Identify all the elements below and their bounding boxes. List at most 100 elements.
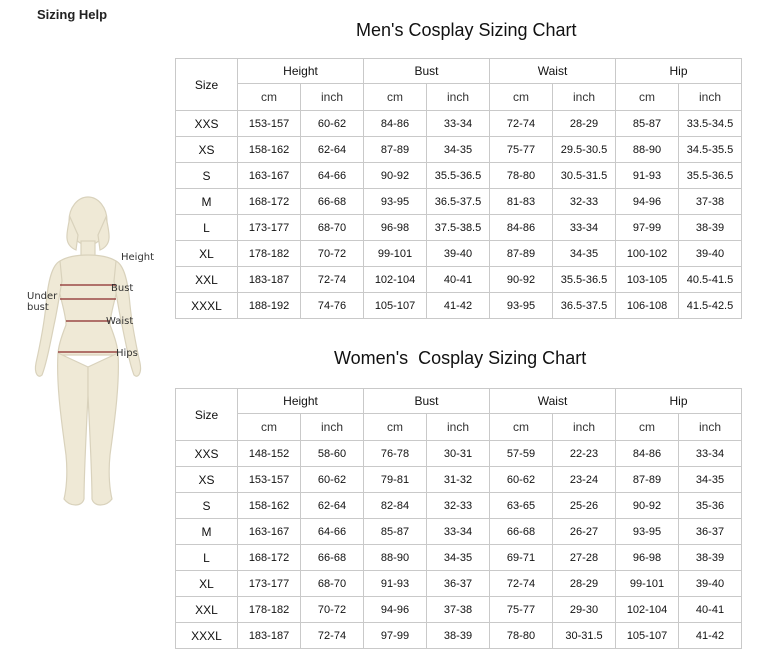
- unit-header-row: cm inch cm inch cm inch cm inch: [176, 83, 742, 111]
- size-label: L: [175, 214, 238, 241]
- table-cell: 31-32: [426, 466, 490, 493]
- group-header: Bust: [363, 388, 490, 414]
- table-cell: 99-101: [363, 240, 427, 267]
- table-cell: 70-72: [300, 240, 364, 267]
- table-cell: 40-41: [678, 596, 742, 623]
- table-cell: 82-84: [363, 492, 427, 519]
- table-cell: 28-29: [552, 570, 616, 597]
- size-column-header: Size: [175, 58, 238, 111]
- table-cell: 25-26: [552, 492, 616, 519]
- under-bust-label: Under bust: [27, 291, 58, 313]
- table-cell: 35.5-36.5: [552, 266, 616, 293]
- unit-header: cm: [489, 413, 553, 441]
- women-size-table: Size Height Bust Waist Hip cm inch cm inch cm inch…: [175, 388, 742, 649]
- table-row: M 168-172 66-68 93-95 36.5-37.5 81-83 32-33 94-…: [175, 188, 742, 215]
- table-row: S 158-162 62-64 82-84 32-33 63-65 25-26 90-92 35…: [175, 492, 742, 519]
- table-cell: 68-70: [300, 570, 364, 597]
- table-cell: 87-89: [615, 466, 679, 493]
- table-cell: 37-38: [678, 188, 742, 215]
- table-row: XXL 183-187 72-74 102-104 40-41 90-92 35.5-36.…: [175, 266, 742, 293]
- size-label: M: [175, 518, 238, 545]
- table-cell: 88-90: [615, 136, 679, 163]
- men-chart-title: Men's Cosplay Sizing Chart: [356, 20, 577, 40]
- unit-header: inch: [678, 413, 742, 441]
- table-cell: 96-98: [363, 214, 427, 241]
- table-cell: 26-27: [552, 518, 616, 545]
- women-chart-title: Women's Cosplay Sizing Chart: [334, 348, 587, 368]
- unit-header: inch: [678, 83, 742, 111]
- table-cell: 178-182: [237, 596, 301, 623]
- table-row: XS 158-162 62-64 87-89 34-35 75-77 29.5-30.5 88…: [175, 136, 742, 163]
- table-cell: 38-39: [678, 544, 742, 571]
- group-header: Hip: [615, 58, 742, 84]
- table-row: XXS 153-157 60-62 84-86 33-34 72-74 28-29 85-87…: [175, 110, 742, 137]
- table-row: XL 173-177 68-70 91-93 36-37 72-74 28-29 99-101…: [175, 570, 742, 597]
- table-cell: 76-78: [363, 440, 427, 467]
- table-cell: 28-29: [552, 110, 616, 137]
- table-cell: 33.5-34.5: [678, 110, 742, 137]
- table-cell: 94-96: [363, 596, 427, 623]
- table-cell: 38-39: [678, 214, 742, 241]
- table-cell: 34-35: [678, 466, 742, 493]
- table-cell: 63-65: [489, 492, 553, 519]
- table-cell: 153-157: [237, 466, 301, 493]
- table-cell: 30-31: [426, 440, 490, 467]
- table-cell: 102-104: [615, 596, 679, 623]
- table-cell: 36-37: [426, 570, 490, 597]
- table-cell: 64-66: [300, 518, 364, 545]
- table-cell: 41.5-42.5: [678, 292, 742, 319]
- size-label: XXS: [175, 110, 238, 137]
- table-cell: 103-105: [615, 266, 679, 293]
- table-cell: 163-167: [237, 518, 301, 545]
- page-heading: Sizing Help: [37, 7, 108, 22]
- unit-header: cm: [363, 83, 427, 111]
- height-label: Height: [121, 252, 155, 263]
- table-cell: 87-89: [489, 240, 553, 267]
- unit-header: cm: [363, 413, 427, 441]
- table-cell: 72-74: [489, 570, 553, 597]
- table-cell: 39-40: [678, 240, 742, 267]
- table-cell: 29-30: [552, 596, 616, 623]
- table-cell: 35.5-36.5: [426, 162, 490, 189]
- table-row: XL 178-182 70-72 99-101 39-40 87-89 34-35 100-1…: [175, 240, 742, 267]
- size-label: M: [175, 188, 238, 215]
- size-label: S: [175, 492, 238, 519]
- table-cell: 163-167: [237, 162, 301, 189]
- table-cell: 183-187: [237, 266, 301, 293]
- table-cell: 70-72: [300, 596, 364, 623]
- table-cell: 94-96: [615, 188, 679, 215]
- table-cell: 66-68: [300, 544, 364, 571]
- group-header: Hip: [615, 388, 742, 414]
- table-row: XXS 148-152 58-60 76-78 30-31 57-59 22-23 84-86…: [175, 440, 742, 467]
- table-cell: 85-87: [363, 518, 427, 545]
- table-row: XXXL 183-187 72-74 97-99 38-39 78-80 30-31.5 10…: [175, 622, 742, 649]
- table-row: XS 153-157 60-62 79-81 31-32 60-62 23-24 87-89 3…: [175, 466, 742, 493]
- unit-header: cm: [489, 83, 553, 111]
- table-cell: 60-62: [300, 110, 364, 137]
- size-label: XS: [175, 136, 238, 163]
- table-cell: 148-152: [237, 440, 301, 467]
- unit-header: cm: [237, 83, 301, 111]
- table-cell: 75-77: [489, 136, 553, 163]
- table-cell: 41-42: [678, 622, 742, 649]
- table-cell: 75-77: [489, 596, 553, 623]
- unit-header: cm: [615, 413, 679, 441]
- table-cell: 88-90: [363, 544, 427, 571]
- men-size-table: Size Height Bust Waist Hip cm inch cm inch cm inch…: [175, 58, 742, 319]
- table-cell: 37-38: [426, 596, 490, 623]
- unit-header: inch: [300, 413, 364, 441]
- group-header: Waist: [489, 388, 616, 414]
- size-label: XXL: [175, 266, 238, 293]
- table-cell: 93-95: [489, 292, 553, 319]
- table-cell: 93-95: [363, 188, 427, 215]
- table-cell: 158-162: [237, 492, 301, 519]
- group-header: Bust: [363, 58, 490, 84]
- table-cell: 39-40: [426, 240, 490, 267]
- group-header: Height: [237, 58, 364, 84]
- table-cell: 105-107: [363, 292, 427, 319]
- table-cell: 97-99: [615, 214, 679, 241]
- table-row: S 163-167 64-66 90-92 35.5-36.5 78-80 30.5-31.…: [175, 162, 742, 189]
- table-cell: 188-192: [237, 292, 301, 319]
- table-cell: 32-33: [552, 188, 616, 215]
- table-cell: 168-172: [237, 188, 301, 215]
